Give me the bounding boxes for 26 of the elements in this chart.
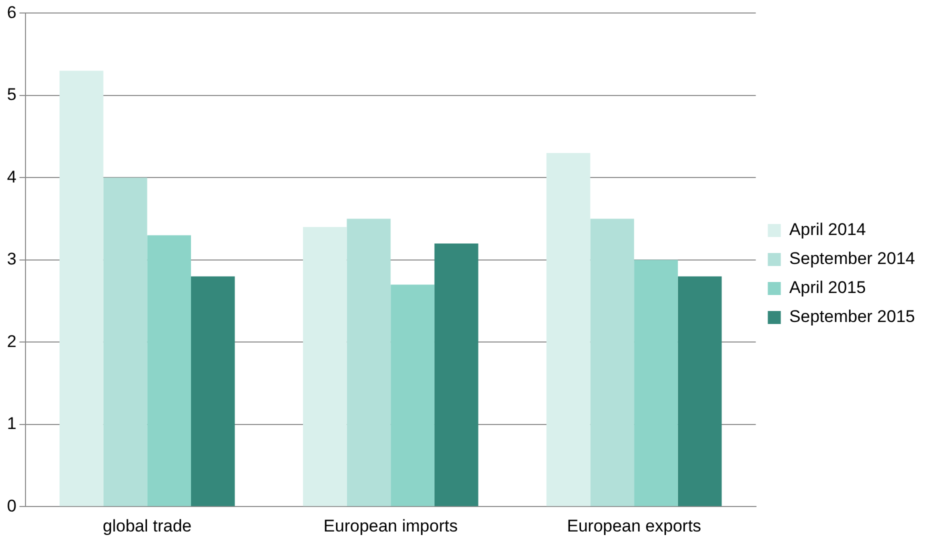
y-tick-label: 2 [6,332,16,351]
x-tick-label: European exports [566,516,702,536]
bar [590,218,634,506]
bar [103,178,148,506]
bar [678,276,722,506]
legend-label: September 2014 [789,249,916,268]
bar [302,227,347,506]
bar [60,70,104,506]
bar [191,276,235,506]
legend-label: September 2015 [789,307,916,326]
y-tick-label: 4 [6,167,16,186]
x-tick-label: global trade [102,516,192,536]
bar [546,152,590,506]
bar [434,243,478,506]
y-tick-label: 0 [6,496,16,516]
y-tick-label: 3 [6,250,16,269]
y-tick-label: 6 [6,2,16,22]
bar [390,284,434,506]
bar [346,218,391,506]
y-tick-label: 1 [6,414,16,434]
legend-label: April 2015 [789,278,866,298]
bar [634,260,678,506]
bar [147,235,191,506]
y-tick-label: 5 [6,85,16,104]
x-tick-label: European imports [324,516,458,536]
legend-label: April 2014 [789,220,866,240]
